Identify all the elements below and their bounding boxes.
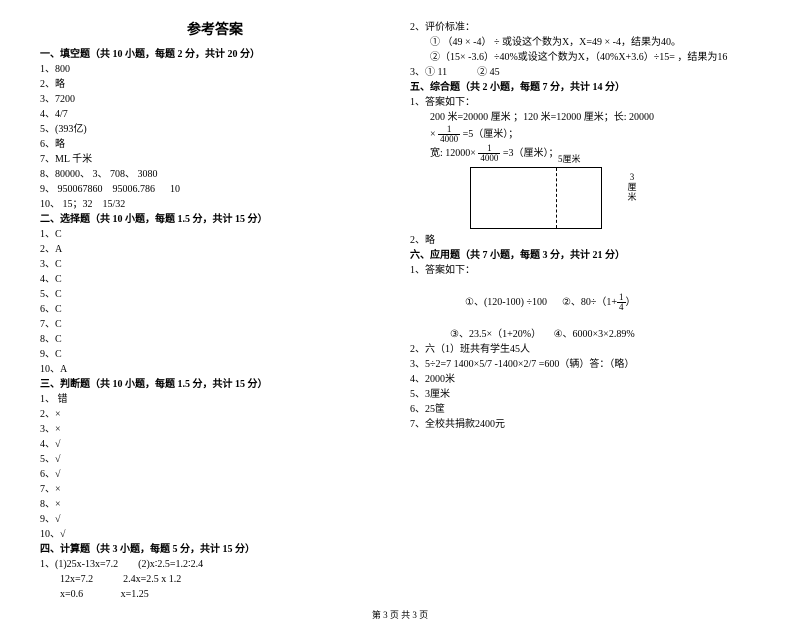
r-t3: ②（15× -3.6）÷40%或设这个数为X，（40%X+3.6）÷15= ，结…: [410, 50, 760, 65]
s5-l3: × 14000 =5（厘米）；: [410, 125, 760, 144]
diagram-rect: [470, 167, 602, 229]
section5-head: 五、综合题（共 2 小题，每题 7 分，共计 14 分）: [410, 80, 760, 95]
s6-i2: 4、2000米: [410, 372, 760, 387]
s1-i4: 5、(393亿): [40, 122, 390, 137]
s1-i7: 8、80000、 3、 708、 3080: [40, 167, 390, 182]
s2-i0: 1、C: [40, 227, 390, 242]
s2-i3: 4、C: [40, 272, 390, 287]
s3-i0: 1、 错: [40, 392, 390, 407]
s2-i4: 5、C: [40, 287, 390, 302]
s4-l2: 12x=7.2 2.4x=2.5 x 1.2: [40, 572, 390, 587]
rectangle-diagram: 5厘米 3 厘 米: [470, 167, 620, 229]
page-title: 参考答案: [40, 20, 390, 41]
section3-head: 三、判断题（共 10 小题，每题 1.5 分，共计 15 分）: [40, 377, 390, 392]
s3-i5: 6、√: [40, 467, 390, 482]
s6-i0: 2、六（1）班共有学生45人: [410, 342, 760, 357]
s5-l5: 2、略: [410, 233, 760, 248]
s2-i7: 8、C: [40, 332, 390, 347]
r-t2: ① （49 × -4） ÷ 或设这个数为X，X=49 × -4，结果为40。: [410, 35, 760, 50]
s4-l3: x=0.6 x=1.25: [40, 587, 390, 602]
section4-head: 四、计算题（共 3 小题，每题 5 分，共计 15 分）: [40, 542, 390, 557]
r-t1: 2、评价标准：: [410, 20, 760, 35]
s3-i6: 7、×: [40, 482, 390, 497]
s5-l1: 1、答案如下：: [410, 95, 760, 110]
s3-i3: 4、√: [40, 437, 390, 452]
s1-i2: 3、7200: [40, 92, 390, 107]
page-footer: 第 3 页 共 3 页: [0, 608, 800, 621]
s1-i6: 7、ML 千米: [40, 152, 390, 167]
s5-l4: 宽: 12000× 14000 =3（厘米）；: [410, 144, 760, 163]
s6-i3: 5、3厘米: [410, 387, 760, 402]
section6-head: 六、应用题（共 7 小题，每题 3 分，共计 21 分）: [410, 248, 760, 263]
s1-i3: 4、4/7: [40, 107, 390, 122]
s3-i8: 9、√: [40, 512, 390, 527]
s1-i1: 2、略: [40, 77, 390, 92]
s3-i1: 2、×: [40, 407, 390, 422]
diagram-top-label: 5厘米: [558, 153, 581, 167]
diagram-right-label: 3 厘 米: [622, 173, 642, 203]
s6-l1: 1、答案如下：: [410, 263, 760, 278]
s5-l2: 200 米=20000 厘米 ；120 米=12000 厘米；长: 20000: [410, 110, 760, 125]
s3-i2: 3、×: [40, 422, 390, 437]
s1-i8: 9、 950067860 95006.786 10: [40, 182, 390, 197]
s6-l2: ①、(120-100) ÷100 ②、80÷（1+14）: [410, 278, 760, 327]
r-t4: 3、① 11 ② 45: [410, 65, 760, 80]
s3-i7: 8、×: [40, 497, 390, 512]
s6-i4: 6、25筐: [410, 402, 760, 417]
s2-i6: 7、C: [40, 317, 390, 332]
s3-i4: 5、√: [40, 452, 390, 467]
section1-head: 一、填空题（共 10 小题，每题 2 分，共计 20 分）: [40, 47, 390, 62]
section2-head: 二、选择题（共 10 小题，每题 1.5 分，共计 15 分）: [40, 212, 390, 227]
s1-i9: 10、 15；32 15/32: [40, 197, 390, 212]
s6-i5: 7、全校共捐款2400元: [410, 417, 760, 432]
s2-i2: 3、C: [40, 257, 390, 272]
s2-i1: 2、A: [40, 242, 390, 257]
s2-i8: 9、C: [40, 347, 390, 362]
s2-i5: 6、C: [40, 302, 390, 317]
s6-l3: ③、23.5×（1+20%） ④、6000×3×2.89%: [410, 327, 760, 342]
s1-i5: 6、略: [40, 137, 390, 152]
s6-i1: 3、5÷2=7 1400×5/7 -1400×2/7 =600（辆）答：（略）: [410, 357, 760, 372]
s1-i0: 1、800: [40, 62, 390, 77]
s3-i9: 10、√: [40, 527, 390, 542]
s2-i9: 10、A: [40, 362, 390, 377]
